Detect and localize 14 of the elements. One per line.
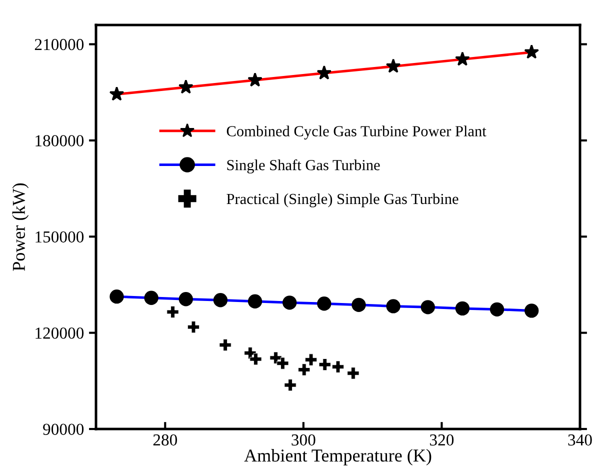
x-tick-label: 280 (153, 434, 178, 446)
legend-label: Single Shaft Gas Turbine (227, 159, 380, 174)
x-axis-title: Ambient Temperature (K) (244, 448, 432, 466)
x-tick-label: 340 (568, 434, 592, 446)
y-tick-label: 210000 (34, 38, 84, 50)
x-tick-label: 320 (430, 434, 454, 446)
legend-label: Combined Cycle Gas Turbine Power Plant (226, 126, 486, 140)
y-axis-title: Power (kW) (12, 183, 29, 271)
x-tick-label: 300 (292, 434, 316, 446)
y-tick-label: 180000 (36, 135, 84, 146)
y-tick-label: 150000 (36, 231, 84, 243)
y-tick-label: 90000 (43, 424, 84, 435)
y-tick-label: 120000 (36, 328, 84, 339)
legend-label: Practical (Single) Simple Gas Turbine (226, 193, 458, 208)
